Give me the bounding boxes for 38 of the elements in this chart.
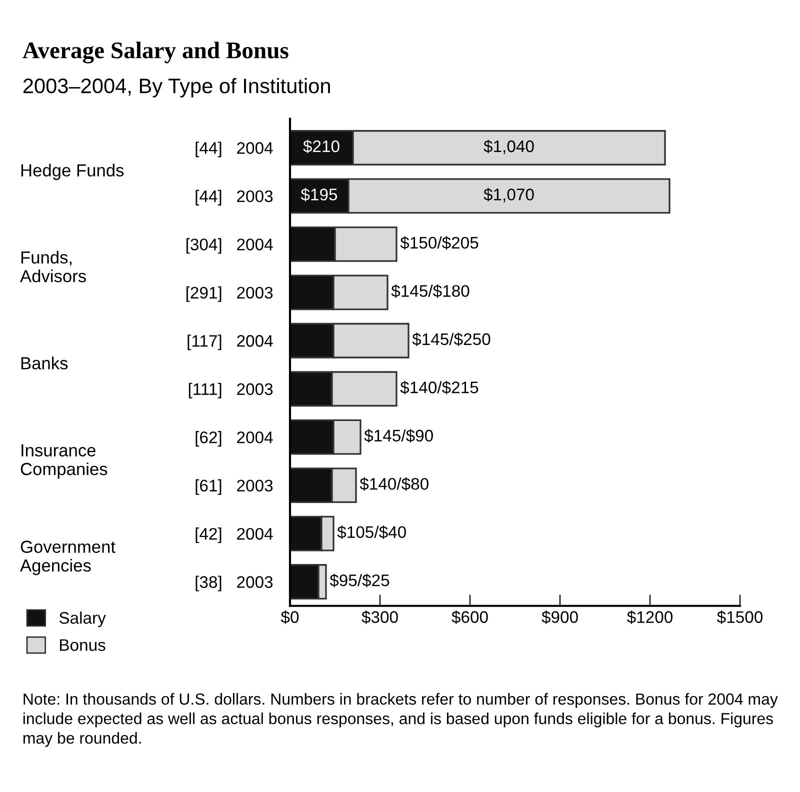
data-label: $210 [303,140,340,154]
text: Funds, Advisors [20,250,86,282]
y-tick-label: [42] 2004 [196,528,273,544]
y-tick-label: [304] 2004 [186,238,273,254]
text: Banks [21,356,68,370]
data-label: $105/$40 [337,526,406,540]
data-label: $1,070 [484,188,534,202]
y-tick-label: [44] 2004 [196,142,273,158]
y-tick-label: [291] 2003 [186,286,273,302]
data-label: $140/$215 [400,380,478,394]
y-tick-label: [117] 2004 [188,334,273,350]
data-label: $140/$80 [360,477,428,491]
x-tick-label: $0 [280,610,299,624]
data-label: $145/$90 [364,429,433,443]
chart-subtitle: 2003–2004, By Type of Institution [23,78,330,98]
y-tick-label: [111] 2003 [188,382,273,398]
x-tick-label: $300 [362,610,398,624]
text: Note: In thousands of U.S. dollars. Numbers in brackets refer to number of responses. Bonus for 2004 may include expected as well as actual bonus responses, and is based upon funds eligible for a bonus. Figures may be rounded. [23,693,778,747]
y-tick-label: [62] 2004 [196,431,273,447]
y-tick-label: [38] 2003 [196,576,273,592]
x-tick-label: $1500 [717,610,763,624]
data-label: $150/$205 [400,236,478,250]
text: Insurance Companies [20,444,108,479]
x-tick-label: $900 [542,610,578,624]
data-label: $1,040 [484,140,534,154]
y-tick-label: [61] 2003 [196,479,273,495]
legend-label: Bonus [60,639,106,651]
text: Hedge Funds [21,164,124,180]
chart-title: Average Salary and Bonus [22,42,288,64]
data-label: $145/$250 [412,332,490,346]
text: Government Agencies [20,540,116,576]
x-tick-label: $600 [452,610,488,624]
y-tick-label: [44] 2003 [196,190,273,206]
data-label: $195 [300,188,338,202]
data-label: $145/$180 [391,284,470,298]
data-label: $95/$25 [330,574,390,588]
x-tick-label: $1200 [627,610,673,624]
legend-label: Salary [59,612,106,628]
